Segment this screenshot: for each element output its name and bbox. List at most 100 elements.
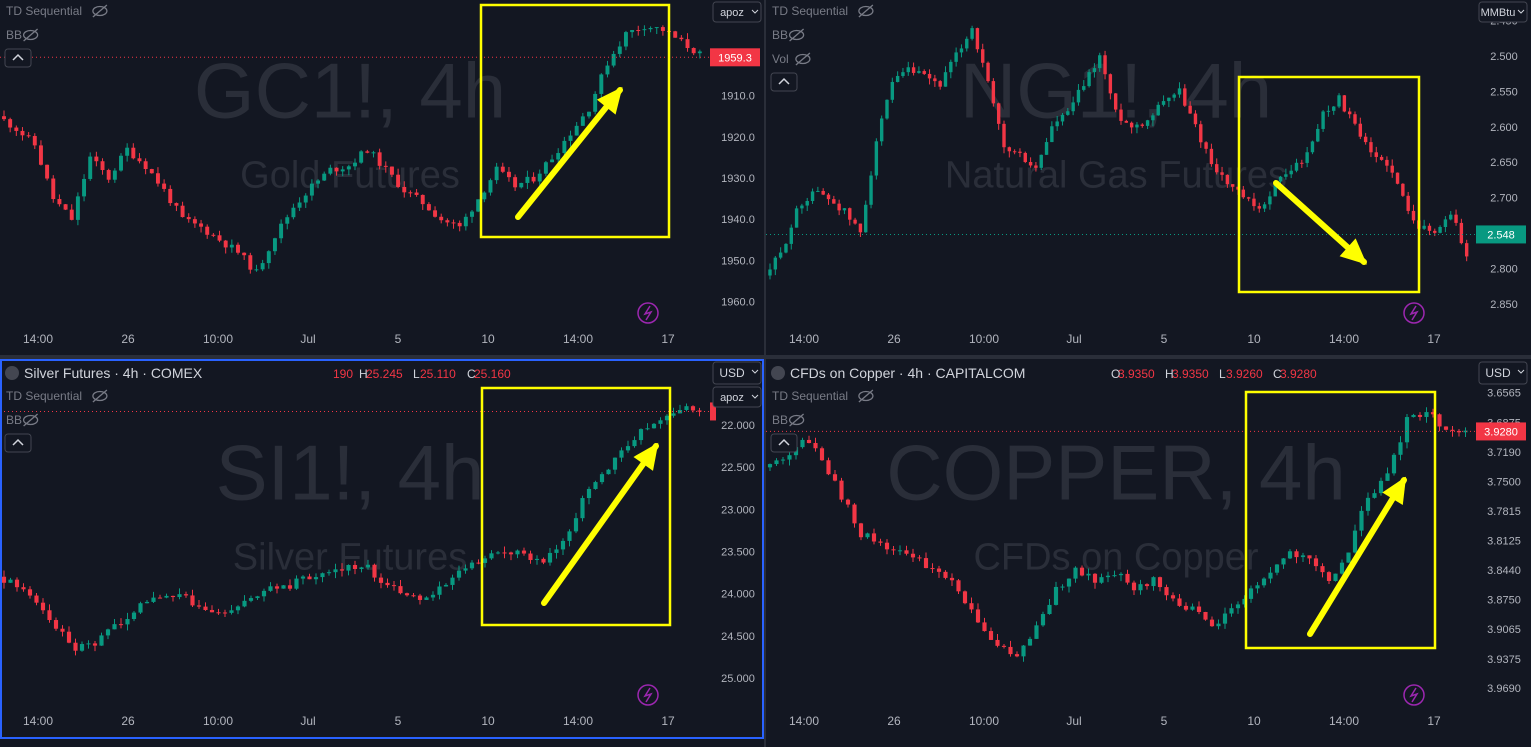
candle (904, 545, 909, 556)
candle (73, 638, 78, 656)
currency-button[interactable] (1478, 361, 1528, 385)
candle (612, 457, 618, 475)
candle (1028, 157, 1033, 168)
candle-body (1289, 170, 1293, 175)
scale-button[interactable] (1478, 1, 1528, 23)
candle (1188, 101, 1192, 114)
candle (981, 43, 985, 68)
candle-body (1411, 414, 1416, 418)
currency-button[interactable] (712, 361, 762, 385)
candle (131, 610, 137, 622)
candle-body (1274, 564, 1280, 573)
candle (1105, 571, 1111, 583)
eye-hidden-icon[interactable] (795, 52, 811, 66)
candle-body (482, 192, 487, 200)
collapse-button[interactable] (770, 72, 798, 92)
x-tick-label: 10 (1247, 714, 1261, 728)
copper-chart[interactable]: COPPER, 4h CFDs on Copper 3.9690 3.9375 3.90… (766, 359, 1531, 747)
y-tick-label: 1940.0 (721, 214, 755, 226)
candle-body (821, 190, 825, 195)
gold-chart[interactable]: GC1!, 4h Gold Futures 1960.0 1950.0 1940.0 19… (0, 0, 764, 355)
candle-body (1339, 562, 1345, 574)
candle (1385, 156, 1389, 172)
candle-body (1082, 86, 1086, 90)
candle (352, 560, 358, 575)
scale-button[interactable] (712, 386, 762, 408)
legend-value: H (1165, 367, 1174, 381)
candle-body (489, 553, 494, 559)
legend-title[interactable]: Silver Futures · 4h · COMEX (24, 365, 203, 381)
collapse-button[interactable] (770, 433, 798, 453)
candle-body (40, 602, 46, 611)
collapse-button[interactable] (4, 48, 32, 68)
candle (1332, 106, 1336, 115)
candle (92, 641, 98, 652)
candle-body (205, 226, 210, 235)
candle (599, 472, 605, 485)
candle-body (933, 78, 937, 82)
candle-body (20, 130, 25, 136)
candle (1391, 453, 1397, 476)
candle (445, 218, 450, 227)
eye-hidden-icon[interactable] (858, 389, 874, 403)
candles (768, 25, 1469, 280)
candle-body (927, 73, 932, 79)
candle (1326, 571, 1332, 584)
candle-body (112, 624, 117, 630)
eye-hidden-icon[interactable] (858, 4, 874, 18)
chart-panel-silver[interactable]: SI1!, 4h Silver Futures 25.000 24.500 24.000… (0, 359, 764, 747)
eye-hidden-icon[interactable] (92, 4, 108, 18)
candle (203, 602, 208, 611)
natgas-chart[interactable]: NG1!, 4h Natural Gas Futures 2.850 2.800 2.7… (766, 0, 1531, 355)
price-badge-label: 1959.3 (718, 52, 752, 64)
candle (606, 468, 611, 475)
candle-body (660, 27, 665, 31)
candle (789, 224, 793, 250)
candle-body (105, 629, 111, 636)
lightning-icon[interactable] (637, 684, 659, 706)
candle-body (334, 167, 339, 172)
candle-body (2, 116, 6, 120)
chart-panel-copper[interactable]: COPPER, 4h CFDs on Copper 3.9690 3.9375 3.90… (766, 359, 1531, 747)
eye-hidden-icon[interactable] (92, 389, 108, 403)
candle (1422, 219, 1426, 230)
candle (192, 216, 197, 228)
candle (1183, 602, 1189, 612)
candle-body (1028, 162, 1033, 166)
eye-hidden-icon[interactable] (22, 413, 39, 427)
scale-button[interactable] (712, 1, 762, 23)
collapse-button[interactable] (4, 433, 32, 453)
eye-hidden-icon[interactable] (22, 28, 39, 42)
silver-chart[interactable]: SI1!, 4h Silver Futures 25.000 24.500 24.000… (0, 359, 764, 747)
candle-body (1454, 214, 1458, 223)
indicator-label: Vol (772, 52, 789, 66)
eye-hidden-icon[interactable] (788, 28, 805, 42)
candle (151, 591, 156, 603)
candle-body (346, 166, 351, 170)
candle-body (291, 207, 296, 218)
lightning-icon[interactable] (1403, 302, 1425, 324)
candle-body (878, 541, 883, 543)
x-tick-label: 26 (121, 332, 135, 346)
lightning-icon[interactable] (637, 302, 659, 324)
chart-panel-natgas[interactable]: NG1!, 4h Natural Gas Futures 2.850 2.800 2.7… (766, 0, 1531, 355)
lightning-icon[interactable] (1403, 684, 1425, 706)
candle (1087, 69, 1091, 88)
candle-body (1417, 414, 1423, 417)
panel-divider-horizontal[interactable] (0, 355, 1531, 359)
eye-hidden-icon[interactable] (788, 413, 805, 427)
candle (869, 171, 873, 209)
candle-body (567, 531, 572, 541)
legend-title[interactable]: CFDs on Copper · 4h · CAPITALCOM (790, 365, 1025, 381)
panel-divider-vertical[interactable] (764, 0, 766, 747)
chart-panel-gold[interactable]: GC1!, 4h Gold Futures 1960.0 1950.0 1940.0 19… (0, 0, 764, 355)
legend-value: 25.160 (474, 367, 511, 381)
candle (832, 195, 836, 204)
candle (236, 242, 240, 255)
candle (630, 29, 635, 38)
candle (1316, 123, 1320, 143)
candle (105, 628, 111, 640)
candle (541, 557, 546, 565)
candle (27, 586, 33, 599)
x-tick-label: 14:00 (789, 332, 819, 346)
